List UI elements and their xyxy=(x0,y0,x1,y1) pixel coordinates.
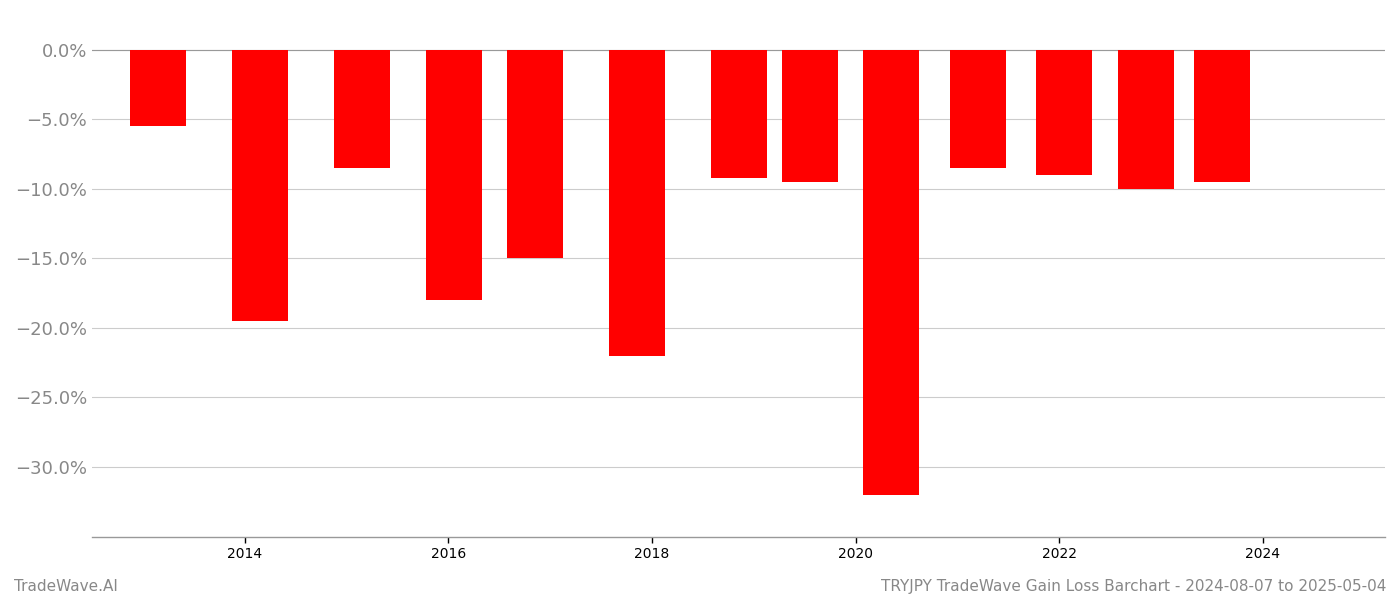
Bar xyxy=(130,50,186,126)
Bar xyxy=(1036,50,1092,175)
Bar xyxy=(333,50,389,168)
Bar xyxy=(949,50,1005,168)
Bar xyxy=(864,50,920,495)
Bar xyxy=(232,50,288,321)
Bar xyxy=(426,50,482,300)
Text: TradeWave.AI: TradeWave.AI xyxy=(14,579,118,594)
Bar xyxy=(711,50,767,178)
Text: TRYJPY TradeWave Gain Loss Barchart - 2024-08-07 to 2025-05-04: TRYJPY TradeWave Gain Loss Barchart - 20… xyxy=(881,579,1386,594)
Bar xyxy=(1194,50,1250,182)
Bar xyxy=(781,50,837,182)
Bar xyxy=(507,50,563,259)
Bar xyxy=(1117,50,1173,189)
Bar xyxy=(609,50,665,356)
